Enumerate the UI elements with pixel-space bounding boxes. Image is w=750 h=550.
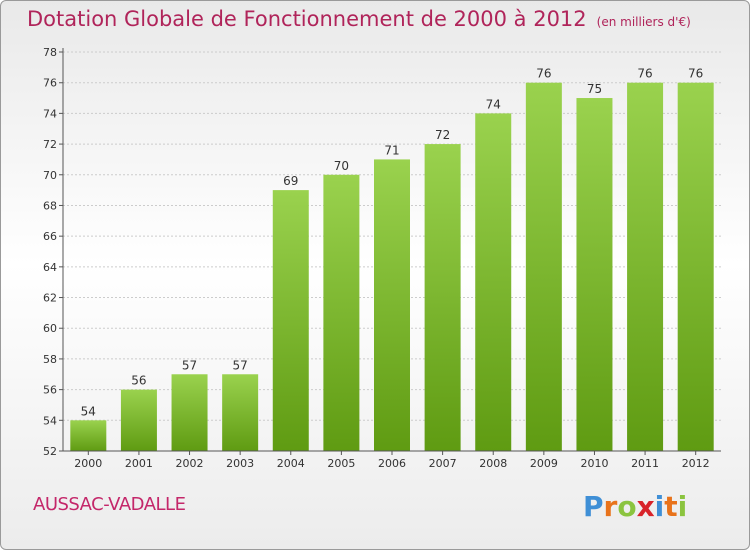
y-tick-label: 72 — [43, 138, 57, 151]
x-tick-label: 2004 — [277, 457, 305, 470]
bar-value-label: 70 — [334, 159, 349, 173]
bar — [475, 113, 512, 451]
y-tick-label: 74 — [43, 107, 57, 120]
bar-value-label: 56 — [131, 374, 146, 388]
logo-letter: P — [583, 490, 604, 523]
logo-letter: r — [603, 490, 618, 523]
y-tick-label: 62 — [43, 292, 57, 305]
bar-value-label: 74 — [486, 97, 501, 111]
bar-value-label: 57 — [182, 358, 197, 372]
x-tick-label: 2008 — [479, 457, 507, 470]
chart-title-text: Dotation Globale de Fonctionnement de 20… — [27, 7, 587, 31]
proxiti-logo[interactable]: Proxiti — [583, 490, 687, 523]
x-tick-label: 2009 — [530, 457, 558, 470]
y-tick-label: 64 — [43, 261, 57, 274]
y-tick-label: 56 — [43, 384, 57, 397]
x-tick-label: 2001 — [125, 457, 153, 470]
bar — [222, 374, 259, 451]
x-tick-label: 2010 — [580, 457, 608, 470]
logo-letter: o — [617, 490, 637, 523]
x-tick-label: 2003 — [226, 457, 254, 470]
y-tick-label: 66 — [43, 230, 57, 243]
logo-letter: i — [677, 490, 688, 523]
bar — [576, 98, 613, 452]
bar — [525, 82, 562, 451]
y-tick-label: 52 — [43, 445, 57, 458]
x-tick-label: 2012 — [682, 457, 710, 470]
y-tick-label: 60 — [43, 322, 57, 335]
y-tick-label: 58 — [43, 353, 57, 366]
bar — [424, 144, 461, 452]
bar-value-label: 54 — [81, 404, 96, 418]
bar-value-label: 72 — [435, 128, 450, 142]
x-tick-label: 2000 — [74, 457, 102, 470]
bars: 54 56 57 57 69 70 71 72 74 76 75 76 76 — [70, 67, 714, 452]
bar — [272, 190, 309, 451]
logo-letter: i — [654, 490, 665, 523]
logo-letter: x — [636, 490, 655, 523]
bar — [374, 159, 410, 451]
bar-value-label: 75 — [587, 82, 602, 96]
y-tick-label: 70 — [43, 169, 57, 182]
logo-letter: t — [664, 490, 678, 523]
bar-value-label: 76 — [688, 67, 703, 81]
y-tick-label: 54 — [43, 414, 57, 427]
x-tick-label: 2011 — [631, 457, 659, 470]
bar — [70, 420, 107, 451]
bar-value-label: 76 — [536, 67, 551, 81]
x-axis: 2000 2001 2002 2003 2004 2005 2006 2007 2008 2009… — [63, 450, 721, 470]
x-tick-label: 2007 — [429, 457, 457, 470]
bar — [627, 82, 664, 451]
y-tick-label: 68 — [43, 199, 57, 212]
bar — [171, 374, 208, 451]
bar — [120, 389, 157, 451]
bar — [677, 82, 714, 451]
chart-subtitle: (en milliers d'€) — [596, 15, 691, 29]
x-tick-label: 2002 — [176, 457, 204, 470]
y-axis: 52 54 56 58 60 62 64 66 68 70 72 74 76 78 — [43, 46, 64, 458]
x-tick-label: 2006 — [378, 457, 406, 470]
x-tick-label: 2005 — [327, 457, 355, 470]
bar-value-label: 76 — [637, 67, 652, 81]
commune-name: AUSSAC-VADALLE — [33, 494, 186, 515]
bar — [323, 174, 360, 451]
chart-title: Dotation Globale de Fonctionnement de 20… — [27, 7, 691, 31]
y-tick-label: 78 — [43, 46, 57, 59]
bar-value-label: 69 — [283, 174, 298, 188]
bar-value-label: 71 — [384, 143, 399, 157]
y-tick-label: 76 — [43, 77, 57, 90]
bar-value-label: 57 — [233, 358, 248, 372]
